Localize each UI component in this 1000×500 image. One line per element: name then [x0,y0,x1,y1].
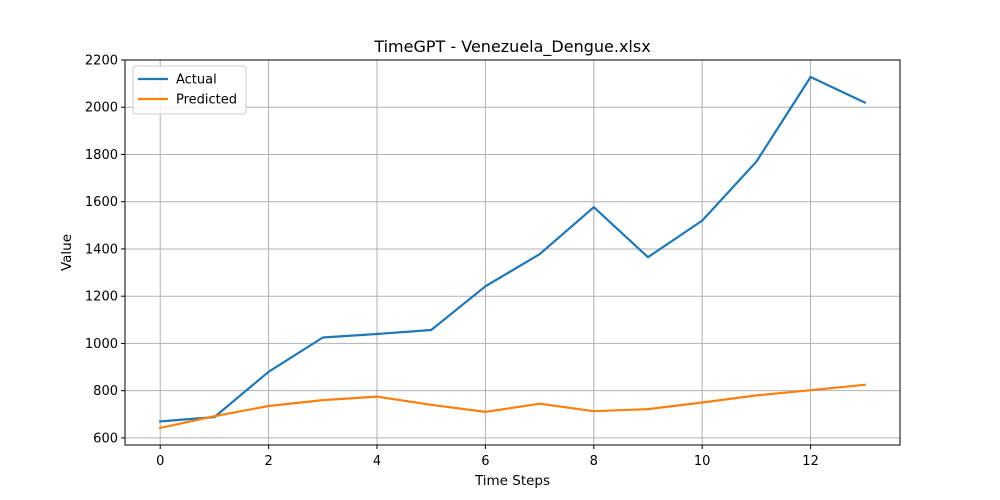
y-tick-label: 1000 [85,337,118,352]
y-axis-label: Value [59,234,75,271]
series-line-predicted [158,383,867,430]
chart-title: TimeGPT - Venezuela_Dengue.xlsx [373,37,650,57]
y-tick-label: 2000 [85,101,118,116]
x-tick-label: 12 [802,454,819,469]
x-tick-label: 0 [156,454,164,469]
x-axis-label: Time Steps [474,473,550,489]
y-tick-label: 1400 [85,242,118,257]
y-tick-label: 800 [93,384,118,399]
series-line-actual [159,75,867,423]
x-tick-label: 6 [481,454,489,469]
legend-label-predicted: Predicted [176,93,237,108]
plot-area-frame [124,59,901,446]
y-tick-label: 600 [93,431,118,446]
axis-ticks: 0 2 4 6 8 10 12 600 800 1000 1200 1400 1600 1800 2000 2… [85,54,819,470]
x-tick-label: 10 [694,454,711,469]
x-tick-label: 2 [264,454,272,469]
y-tick-label: 2200 [85,54,118,69]
x-tick-label: 8 [590,454,598,469]
grid [125,59,900,445]
series-lines [158,75,867,430]
x-tick-label: 4 [373,454,381,469]
legend-label-actual: Actual [176,73,217,88]
y-tick-label: 1800 [85,148,118,163]
y-tick-label: 1200 [85,290,118,305]
y-tick-label: 1600 [85,195,118,210]
legend: Actual Predicted [132,65,247,115]
